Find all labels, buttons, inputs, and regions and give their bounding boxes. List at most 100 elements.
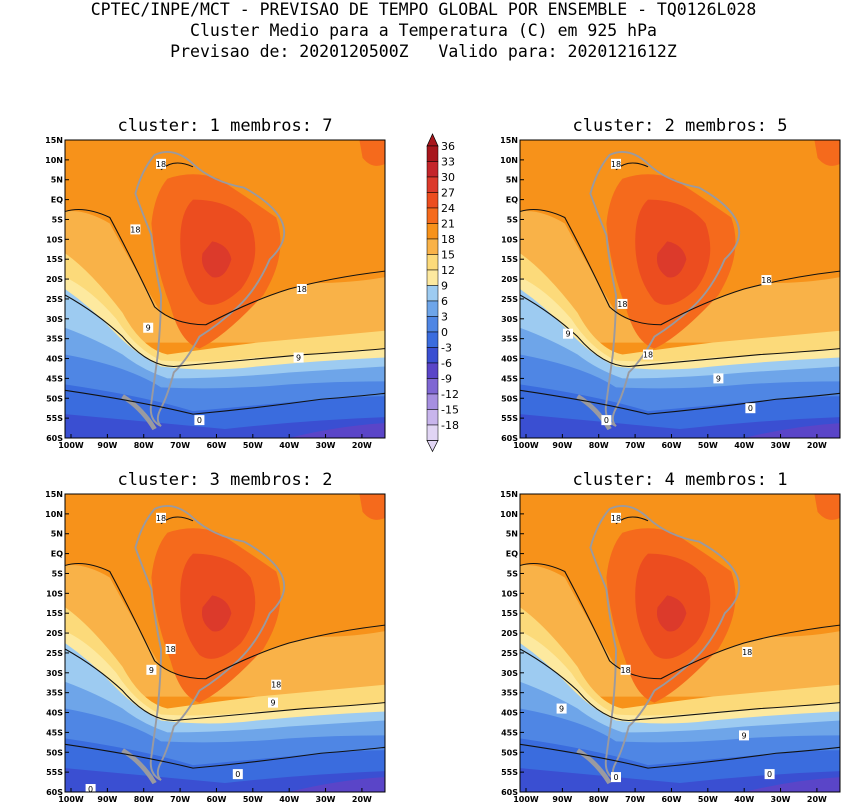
contour-label: 18	[130, 225, 140, 234]
cluster-panel-4: 18 18 18 9 9 0 0 cluster: 4 membros: 1 15N 10N 5N E…	[500, 470, 841, 803]
lat-tick-label: 40S	[501, 355, 518, 364]
contour-label-box	[745, 403, 756, 414]
colorbar-swatch	[426, 192, 439, 209]
cluster-panel-2: 18 18 18 18 9 9 0 0 cluster: 2 membros: 5 15N 10N 5…	[500, 116, 841, 450]
lat-tick-label: 15S	[501, 609, 518, 618]
warm-region	[359, 140, 385, 166]
contour-label: 18	[156, 514, 166, 523]
temperature-band	[520, 414, 840, 438]
lat-tick-label: 20S	[501, 275, 518, 284]
temperature-band	[744, 777, 840, 792]
contour-label-box	[617, 298, 628, 309]
colorbar-swatch	[426, 300, 439, 317]
lat-tick-label: EQ	[51, 196, 63, 205]
contour-label-box	[156, 512, 166, 523]
contour-label: 0	[767, 770, 772, 779]
cluster-panel-1: 18 18 18 9 9 0 cluster: 1 membros: 7 15N 10N 5N EQ…	[45, 116, 386, 450]
contour-label: 18	[621, 666, 631, 675]
lon-tick-label: 20W	[807, 441, 827, 450]
colorbar-label: -9	[441, 373, 452, 386]
lon-tick-label: 80W	[589, 441, 609, 450]
contour-label-box	[156, 158, 166, 169]
isotherm-contour	[520, 648, 840, 722]
lat-tick-label: 15N	[500, 490, 518, 499]
lon-tick-label: 40W	[279, 441, 299, 450]
contour-label: 9	[270, 699, 275, 708]
lon-tick-label: 30W	[316, 441, 336, 450]
lat-tick-label: 45S	[501, 374, 518, 383]
cluster-title: cluster: 2 membros: 5	[573, 116, 788, 136]
contour-label-box	[611, 772, 621, 783]
map-frame	[519, 493, 841, 793]
lat-tick-label: 25S	[501, 649, 518, 658]
isotherm-contour	[520, 209, 840, 326]
contour-label: 18	[761, 276, 771, 285]
lat-tick-label: 15S	[46, 609, 63, 618]
lon-tick-label: 20W	[352, 441, 372, 450]
contour-label: 9	[716, 374, 721, 383]
cluster-title: cluster: 1 membros: 7	[118, 116, 333, 136]
contour-label: 9	[741, 731, 746, 740]
temperature-band	[520, 565, 840, 697]
contour-label: 9	[559, 705, 564, 714]
lat-tick-label: 30S	[46, 315, 63, 324]
patagonia-coast	[576, 748, 612, 785]
lat-tick-label: 50S	[501, 394, 518, 403]
colorbar-swatch	[426, 393, 439, 410]
lon-tick-label: 70W	[625, 441, 645, 450]
hottest-region	[201, 241, 232, 278]
lon-tick-label: 40W	[734, 795, 754, 803]
lat-tick-label: 20S	[46, 629, 63, 638]
lat-tick-label: 5S	[507, 215, 519, 224]
lon-tick-label: 20W	[352, 795, 372, 803]
colorbar-label: 27	[441, 187, 455, 200]
colorbar-label: -15	[441, 404, 459, 417]
lat-tick-label: 5S	[507, 569, 519, 578]
contour-label-box	[643, 349, 653, 360]
lat-tick-label: 50S	[46, 748, 63, 757]
lon-tick-label: 80W	[589, 795, 609, 803]
contour-label-box	[742, 646, 753, 657]
lat-tick-label: 10S	[46, 235, 63, 244]
lat-tick-label: 10N	[500, 156, 518, 165]
lon-tick-label: 50W	[698, 795, 718, 803]
lon-tick-label: 100W	[513, 441, 539, 450]
lat-tick-label: 10N	[45, 510, 63, 519]
coastline	[589, 151, 741, 427]
lat-tick-label: EQ	[506, 196, 518, 205]
colorbar-swatch	[426, 316, 439, 333]
contour-label: 9	[565, 330, 570, 339]
lat-tick-label: 30S	[501, 315, 518, 324]
contour-label-box	[296, 284, 307, 294]
temperature-band	[520, 211, 840, 343]
colorbar-swatch	[426, 254, 439, 271]
contour-label-box	[761, 275, 772, 286]
lon-tick-label: 60W	[206, 441, 226, 450]
lat-tick-label: 20S	[501, 629, 518, 638]
lon-tick-label: 60W	[661, 441, 681, 450]
colorbar-label: 3	[441, 311, 448, 324]
lat-tick-label: 45S	[46, 728, 63, 737]
isotherm-contour	[65, 743, 385, 769]
contour-label: 0	[613, 773, 618, 782]
lon-tick-label: 50W	[243, 795, 263, 803]
temperature-band	[289, 423, 385, 438]
chart-title-line-1: CPTEC/INPE/MCT - PREVISAO DE TEMPO GLOBA…	[90, 0, 757, 19]
lon-tick-label: 60W	[206, 795, 226, 803]
lat-tick-label: 10S	[46, 589, 63, 598]
lat-tick-label: 55S	[46, 414, 63, 423]
lat-tick-label: 15N	[500, 136, 518, 145]
contour-label: 18	[611, 514, 621, 523]
contour-label-box	[268, 697, 278, 708]
colorbar-swatch	[426, 285, 439, 302]
colorbar-swatch	[426, 331, 439, 348]
hottest-region	[201, 595, 232, 632]
lat-tick-label: 40S	[46, 355, 63, 364]
contour-label-box	[601, 415, 612, 426]
colorbar-label: -12	[441, 388, 459, 401]
lat-tick-label: 40S	[46, 709, 63, 718]
lat-tick-label: 15S	[46, 255, 63, 264]
temperature-band	[289, 777, 385, 792]
